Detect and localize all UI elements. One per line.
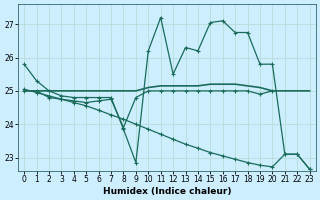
X-axis label: Humidex (Indice chaleur): Humidex (Indice chaleur) — [103, 187, 231, 196]
